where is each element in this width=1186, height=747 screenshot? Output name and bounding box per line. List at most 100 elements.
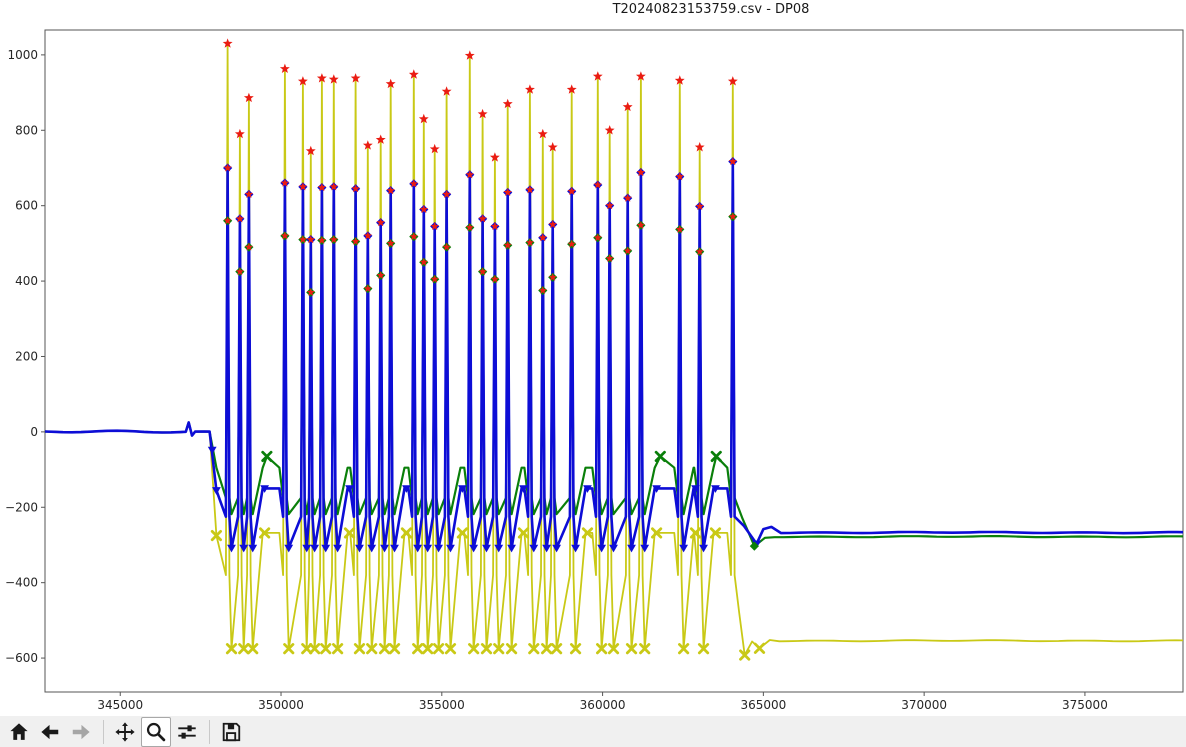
peak-marker-star [244,242,253,251]
peak-marker-star [223,163,232,172]
trough-marker-triangle [507,544,516,553]
trough-marker-x [607,643,620,655]
peak-marker-star [489,152,500,162]
trough-marker-triangle [211,487,221,495]
peak-marker-star [279,63,290,73]
trough-marker-triangle [321,544,331,553]
save-button[interactable] [216,717,246,747]
peak-marker-star [567,239,576,248]
toolbar-separator [103,719,104,744]
peak-marker-star [430,222,439,230]
peak-marker-star [317,236,326,244]
peak-marker-star [244,190,254,198]
trough-marker-x [366,643,378,655]
trough-marker-triangle [640,544,650,553]
trough-marker-triangle [679,544,689,553]
trough-marker-x [709,527,722,539]
peak-marker-star [306,288,315,296]
peak-marker-star [728,212,737,220]
trough-marker-x [739,649,751,661]
trough-marker-triangle [482,544,491,553]
peak-marker-star [567,187,576,195]
trough-marker-x [353,643,366,655]
x-tick-label: 365000 [740,698,786,712]
series-blue [45,160,1183,550]
trough-marker-x [581,527,594,539]
plot-canvas[interactable]: 345000 350000 355000 360000 365000 370000 3750… [0,0,1186,716]
trough-marker-x [388,643,401,655]
trough-marker-x [551,643,563,655]
peak-marker-star [329,182,338,191]
peak-marker-star [442,242,451,251]
trough-marker-triangle [446,544,455,553]
peak-marker-star [728,157,737,166]
trough-marker-x [225,643,238,655]
peak-marker-star [604,125,615,135]
peak-marker-star [478,267,487,276]
peak-marker-star [727,76,738,86]
configure-subplots-button[interactable] [172,717,202,747]
peak-marker-star [328,74,339,84]
peak-marker-star [503,188,512,196]
axes-frame [44,29,1184,693]
trough-marker-triangle [627,544,636,553]
zoom-button[interactable] [141,716,171,747]
trough-marker-triangle [367,544,377,553]
trough-marker-x [444,643,457,655]
forward-button[interactable] [66,717,96,747]
trough-marker-x [432,643,445,655]
peak-marker-star [363,231,372,240]
peak-marker-star [375,134,386,144]
peak-marker-star [235,267,244,276]
trough-marker-triangle [711,485,720,493]
pan-button[interactable] [110,717,140,747]
peak-marker-star [350,73,361,83]
peak-marker-star [592,71,603,81]
peak-marker-star [465,223,474,231]
x-tick-label: 355000 [419,698,465,712]
trough-marker-x [541,643,553,655]
peak-marker-star [636,221,645,229]
trough-marker-x [261,450,273,462]
peak-marker-star [623,193,632,202]
trough-marker-triangle [583,485,592,493]
peak-marker-star [623,246,632,255]
peak-marker-star [538,286,547,294]
peak-marker-star [441,86,452,96]
trough-marker-triangle [552,544,562,553]
trough-marker-triangle [302,544,312,553]
trough-marker-x [517,527,530,539]
peak-marker-star [694,142,705,152]
trough-marker-x [238,643,250,655]
y-tick-label: −400 [5,576,38,590]
axis-ticks: 345000 350000 355000 360000 365000 370000 3750… [5,48,1108,712]
peak-marker-star [675,172,684,181]
peak-marker-star [622,101,633,112]
peak-marker-star [376,218,385,227]
trough-marker-triangle [542,544,552,553]
trough-marker-x [309,643,321,655]
trough-marker-triangle [652,485,662,493]
peak-marker-star [478,214,487,223]
back-arrow-icon [41,724,59,739]
series-yellow [45,42,1183,656]
peak-marker-star [675,225,684,233]
home-button[interactable] [4,717,34,747]
trough-marker-x [456,527,468,539]
trough-marker-triangle [355,544,364,553]
trough-marker-x [332,643,344,655]
trough-marker-triangle [597,544,607,553]
trough-marker-x [320,643,332,655]
back-button[interactable] [35,717,65,747]
trough-marker-x [493,643,505,655]
y-tick-label: 200 [15,349,38,363]
peak-marker-star [593,233,602,242]
peak-marker-star [465,170,474,179]
trough-marker-triangle [571,544,580,553]
peak-marker-star [305,145,316,156]
peak-marker-base [749,541,759,551]
trough-marker-triangle [239,544,249,553]
trough-marker-x [301,643,313,655]
peak-marker-star [298,182,308,191]
